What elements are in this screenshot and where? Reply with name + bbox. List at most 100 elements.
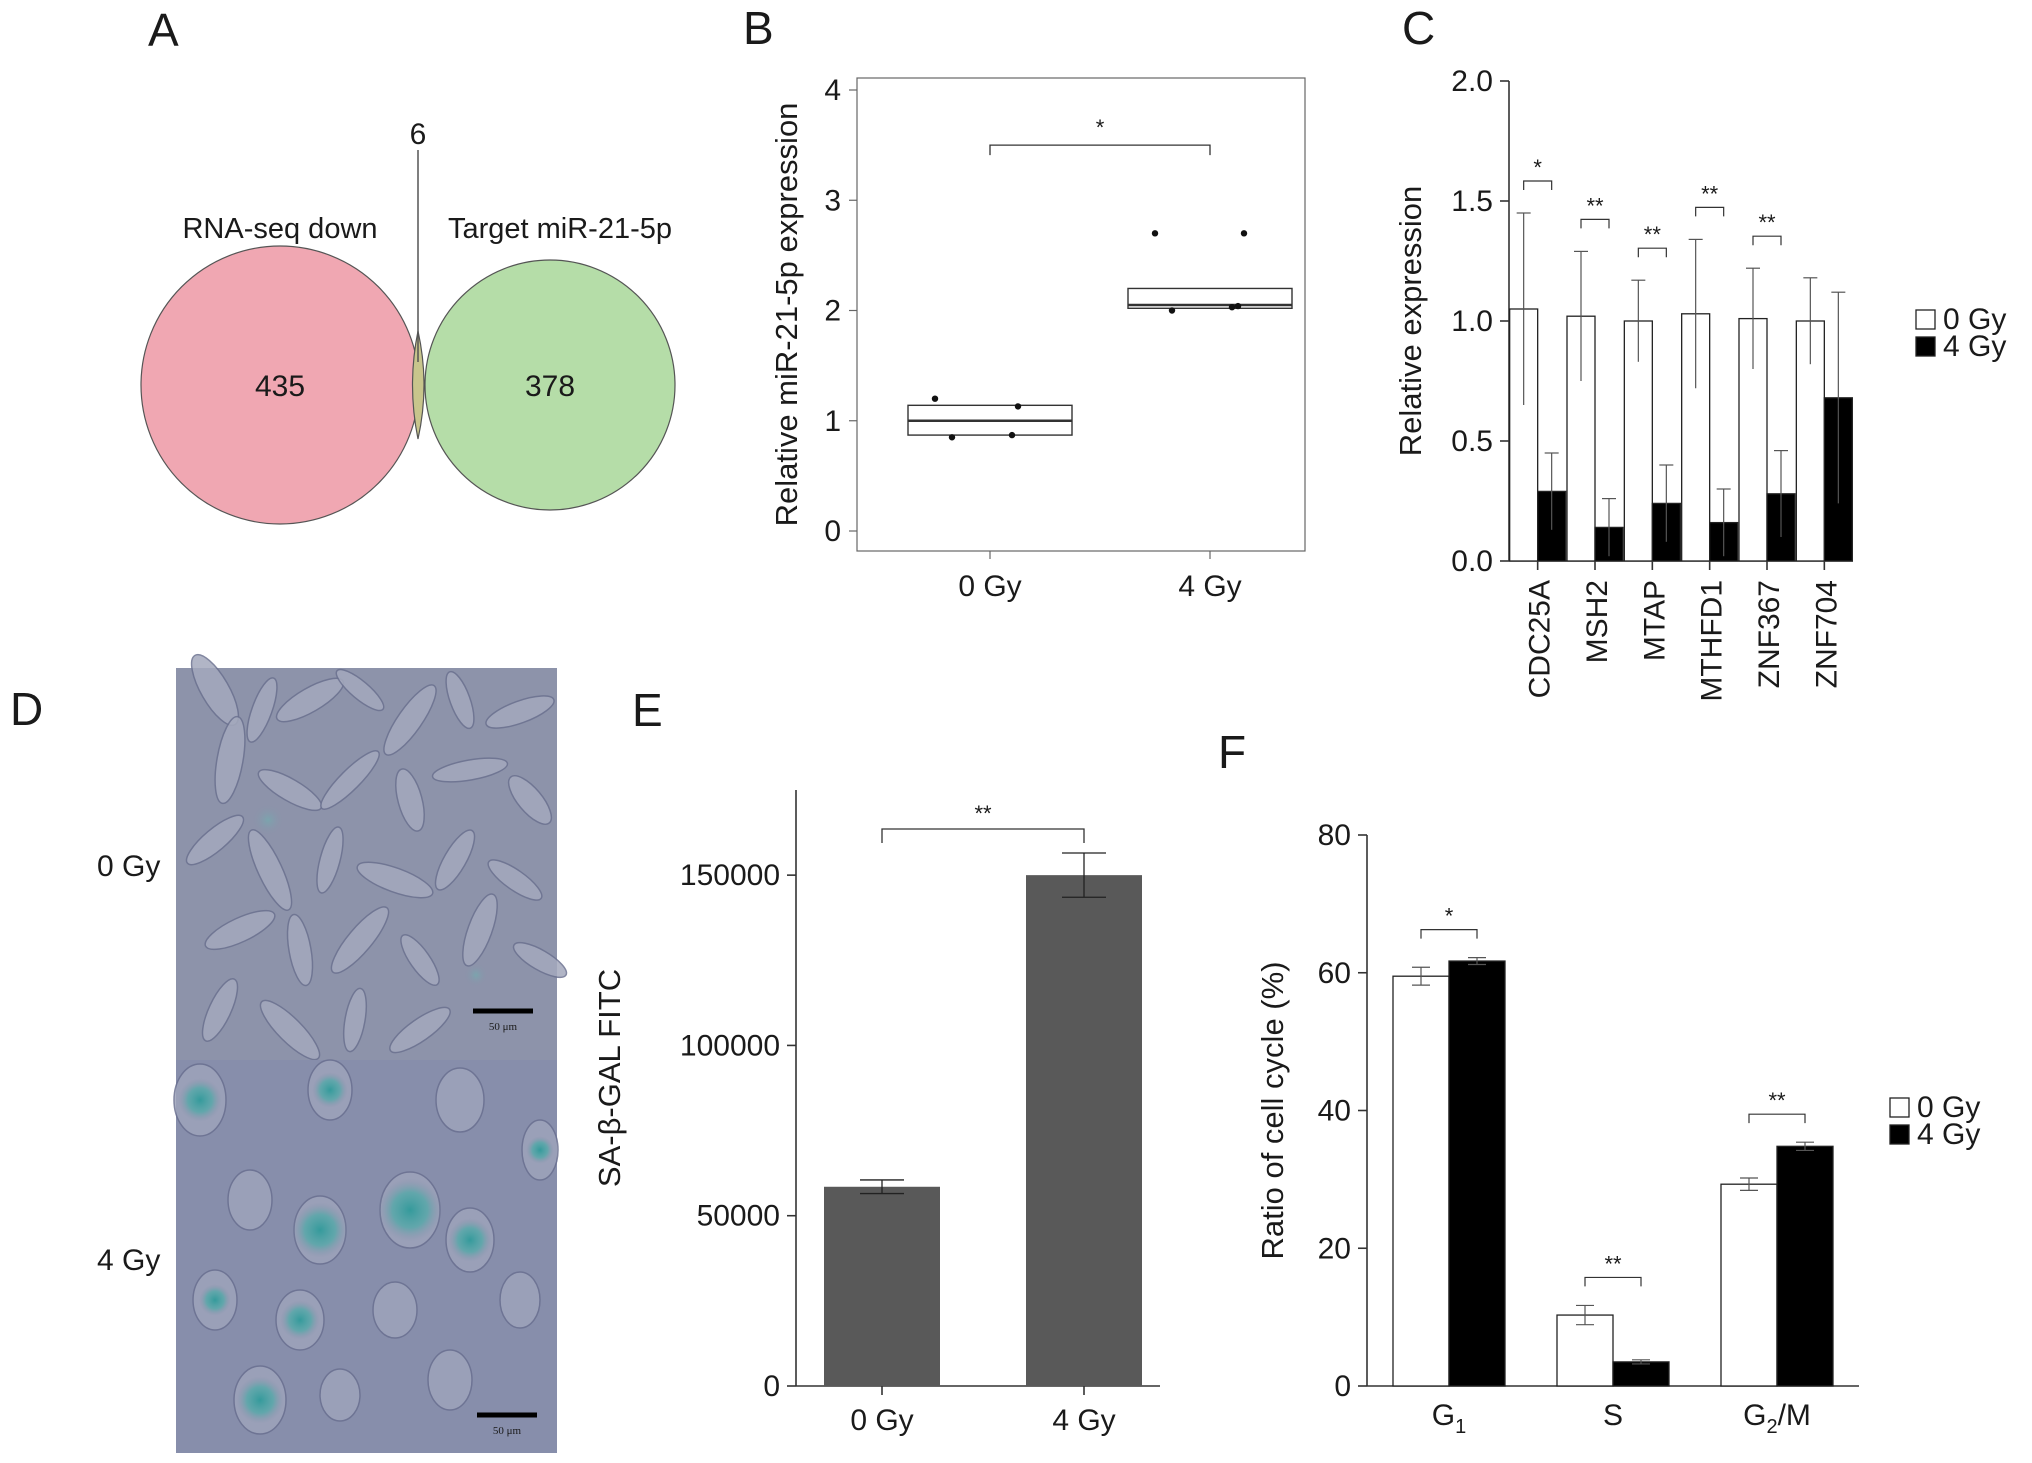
chart-f-xtick-label: S [1603,1399,1623,1432]
venn-overlap-region [411,330,425,440]
micrograph-0gy-cell [356,861,434,899]
chart-c-ytick-label: 0.0 [1451,545,1493,578]
panel-e: E 0 50000 100000 150000 SA-β-GAL FITC 0 Gy 4 G… [592,684,1160,1437]
micrograph-4gy-cell [372,1281,418,1339]
micrograph-0gy-cell [342,987,368,1053]
venn-right-count: 378 [525,370,575,403]
chart-b-ytick-label: 4 [824,74,841,107]
micrograph-0gy-cell [431,757,509,783]
panel-b-letter: B [743,2,774,54]
micrograph-0gy-cell [316,826,344,894]
chart-b-xtick-label: 4 Gy [1178,570,1241,603]
venn-left-label: RNA-seq down [182,213,377,245]
micrograph-4gy-cell [499,1271,541,1329]
chart-f-y-axis-label: Ratio of cell cycle (%) [1255,961,1290,1259]
micrograph-4gy-stained-cell [378,1178,442,1242]
chart-f-legend-swatch-0-gy [1889,1097,1910,1118]
chart-c-legend-swatch-4-gy [1915,336,1936,357]
micrograph-0gy-stained-cell [252,804,284,836]
chart-e-xtick-label: 4 Gy [1052,1404,1115,1437]
micrograph-0gy-cell [507,775,553,825]
micrograph-4gy-stained-cell [280,1300,320,1340]
micrograph-0gy-cell [462,893,498,967]
chart-f-ytick-label: 20 [1318,1232,1351,1265]
chart-b-significance-label: * [1096,115,1105,140]
panel-f-letter: F [1218,726,1246,778]
chart-c-y-axis-label: Relative expression [1393,186,1428,457]
chart-c-legend-label-0-gy: 0 Gy [1943,303,2006,336]
micrograph-0gy-cell [204,909,276,951]
chart-e-bar-0-gy [824,1186,940,1386]
chart-b-xtick-label: 0 Gy [958,570,1021,603]
chart-e-significance-bracket [881,828,1085,843]
micrograph-0gy-cell [485,695,555,729]
micrograph-0gy-cell [335,668,385,712]
chart-f-legend-swatch-4-gy [1889,1124,1910,1145]
micrograph-0gy-cell [330,906,390,974]
chart-f-bar-4-gy-g2-m [1776,1145,1834,1387]
chart-b-y-axis-label: Relative miR-21-5p expression [769,103,804,527]
chart-c-significance-label: ** [1586,193,1604,218]
chart-c-legend-swatch-0-gy [1915,309,1936,330]
chart-b-point-0-gy [1008,431,1016,439]
venn-right-label: Target miR-21-5p [448,213,672,245]
chart-c-xtick-label: MTAP [1638,580,1671,661]
chart-f-bar-4-gy-g1 [1448,960,1506,1387]
chart-e-ytick-label: 150000 [680,859,780,892]
micrograph-4gy-cell [435,1067,485,1133]
micrograph-4gy-stained-cell [448,1218,492,1262]
chart-f-bar-0-gy-g2-m [1720,1183,1778,1387]
panel-a: A 6 RNA-seq down Target miR-21-5p 435 37… [140,4,676,525]
chart-f-significance-bracket [1748,1113,1806,1124]
chart-f-ytick-label: 80 [1318,819,1351,852]
chart-b-point-4-gy [1240,230,1248,237]
chart-c-xtick-label: ZNF704 [1810,580,1843,688]
chart-c-significance-label: * [1533,155,1542,180]
chart-e-y-axis-label: SA-β-GAL FITC [592,969,627,1187]
chart-b-ytick-label: 0 [824,515,841,548]
chart-e: 0 50000 100000 150000 SA-β-GAL FITC 0 Gy 4 Gy *… [592,790,1160,1437]
chart-f-ytick-label: 60 [1318,957,1351,990]
chart-b-point-4-gy [1168,307,1176,314]
micrograph-0gy-cell [185,814,245,866]
chart-e-bar-4-gy [1026,875,1142,1386]
panel-a-letter: A [148,4,179,56]
chart-c-significance-bracket [1637,247,1667,258]
micrograph-4gy-stained-cell [236,1376,284,1424]
micrograph-4gy-stained-cell [199,1284,231,1316]
chart-c-legend-label-4-gy: 4 Gy [1943,330,2006,363]
panel-d-letter: D [10,683,43,735]
chart-f: 0 20 40 60 80 Ratio of cell cycle (%) G1 S G2/M *… [1255,819,1980,1438]
micrograph-0gy-cell [214,715,246,805]
chart-f-xtick-label: G1 [1432,1399,1466,1438]
chart-f-ytick-label: 40 [1318,1095,1351,1128]
chart-b-ytick-label: 1 [824,405,841,438]
chart-f-bar-0-gy-s [1556,1314,1614,1387]
chart-b: 0 1 2 3 4 0 Gy 4 Gy Relative miR-21-5p expressi… [769,74,1306,603]
chart-c-bar-0-gy-cdc25a [1509,308,1539,562]
micrograph-0gy-cell [487,859,543,901]
micrograph-0gy-cell [247,829,293,911]
chart-f-xtick-label: G2/M [1743,1399,1811,1438]
chart-c-significance-label: ** [1758,210,1776,235]
chart-c-xtick-label: CDC25A [1524,580,1557,698]
micrograph-0gy-cell [259,999,321,1061]
chart-f-ytick-label: 0 [1334,1370,1351,1403]
chart-b-significance-bracket [989,144,1211,156]
micrograph-4gy-stained-cell [178,1078,222,1122]
chart-b-point-0-gy [931,395,939,402]
micrograph-0gy: 50 μm [176,653,568,1061]
chart-b-box-4-gy [1127,287,1293,309]
micrograph-0gy-cell [512,941,568,979]
chart-c-significance-bracket [1523,180,1553,190]
micrograph-0gy-cell [434,829,476,891]
panel-e-letter: E [632,684,663,736]
chart-c-significance-label: ** [1701,181,1719,206]
panel-f: F 0 20 40 60 80 Ratio of cell cycle (%) G1 S G2/… [1218,726,1980,1438]
chart-b-point-0-gy [1014,403,1022,410]
chart-f-bar-4-gy-s [1612,1361,1670,1387]
chart-e-ytick-label: 0 [763,1370,780,1403]
micrograph-0gy-cell [320,750,380,810]
micrograph-4gy: 50 μm [173,1059,559,1453]
